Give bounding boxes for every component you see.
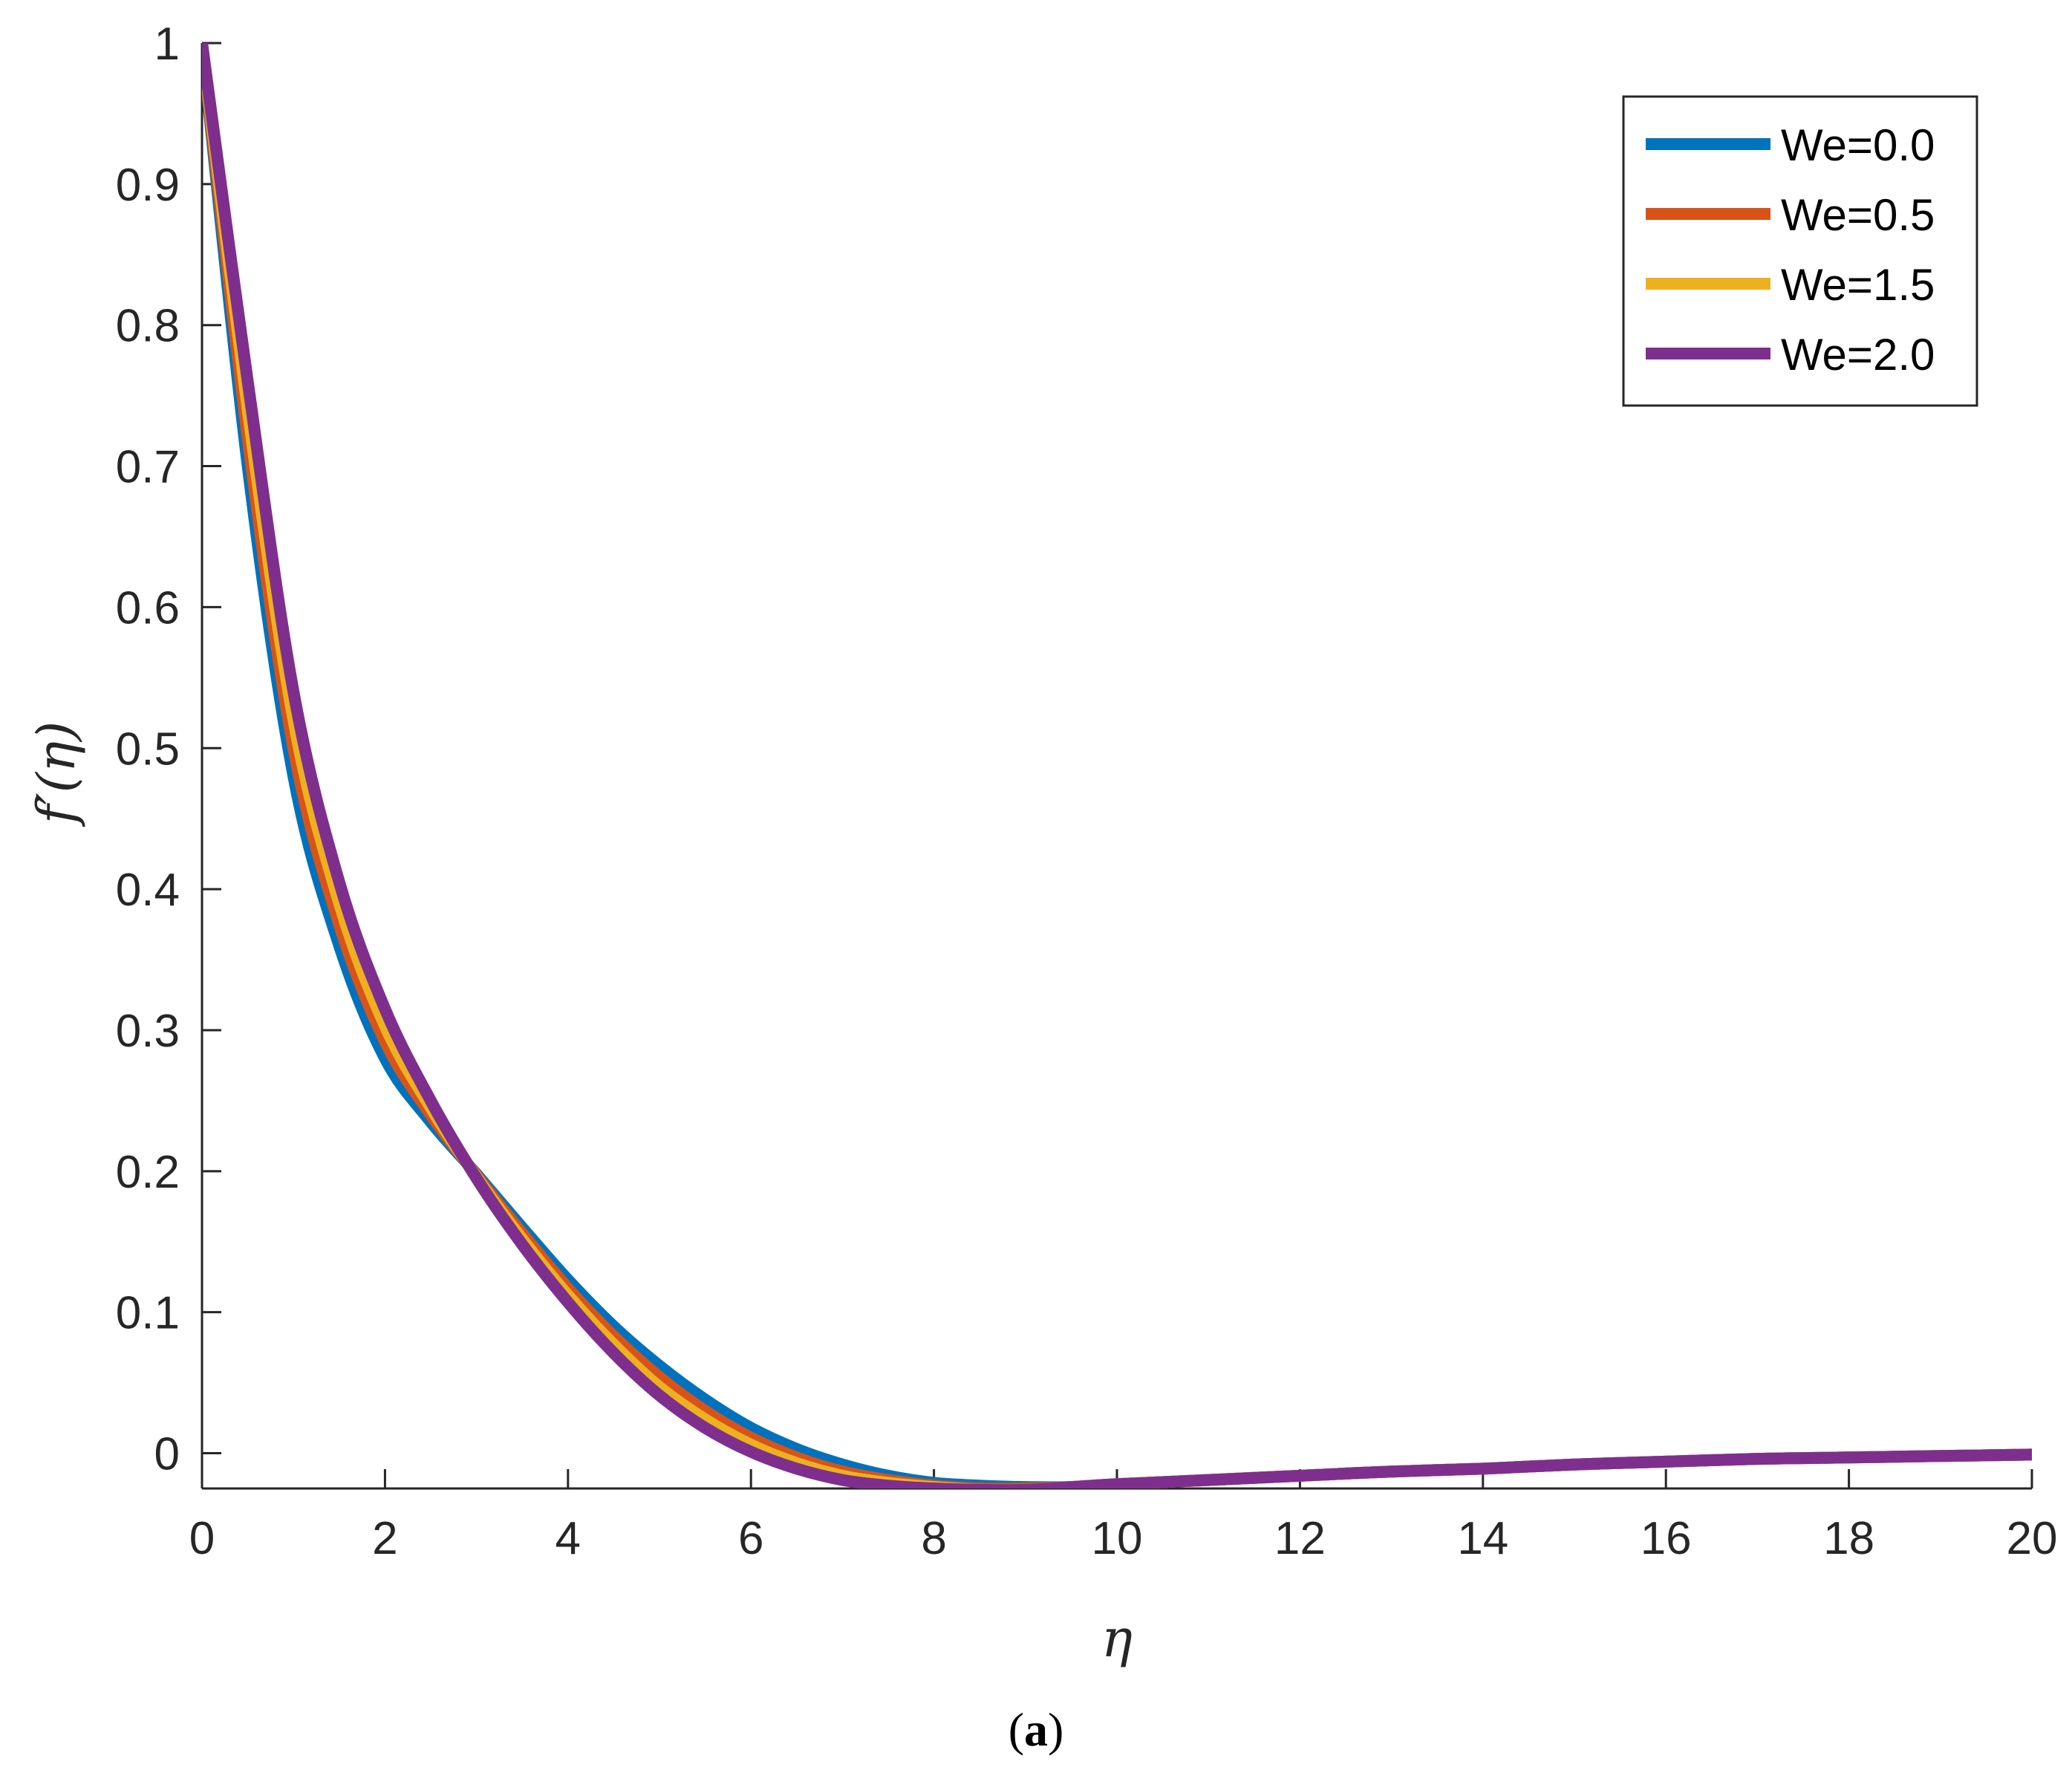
series-line-we-2-0	[202, 43, 2032, 1488]
y-tick-label: 1	[154, 19, 180, 70]
y-tick-label: 0.7	[116, 442, 180, 493]
y-axis-label: f′(η)	[26, 721, 87, 827]
y-tick-label: 0.6	[116, 582, 180, 634]
legend-label: We=0.5	[1781, 190, 1935, 240]
y-tick-label: 0.9	[116, 160, 180, 211]
legend: We=0.0 We=0.5 We=1.5 We=2.0	[1622, 95, 1978, 407]
y-tick-label: 0.4	[116, 865, 180, 916]
x-tick-label: 20	[2007, 1513, 2058, 1564]
caption-open: (	[1009, 1703, 1024, 1756]
y-tick-label: 0.5	[116, 723, 180, 775]
x-tick-label: 18	[1823, 1513, 1874, 1564]
y-tick-label: 0	[154, 1429, 180, 1480]
legend-label: We=0.0	[1781, 120, 1935, 170]
y-axis-ticks: 0 0.1 0.2 0.3 0.4 0.5 0.6 0.7 0.8 0.9 1	[116, 19, 221, 1480]
x-axis-label: η	[1101, 1608, 1133, 1669]
x-tick-label: 4	[556, 1513, 581, 1564]
x-tick-label: 10	[1092, 1513, 1143, 1564]
figure-caption: (a)	[1009, 1703, 1064, 1756]
x-tick-label: 16	[1641, 1513, 1692, 1564]
y-tick-label: 0.2	[116, 1147, 180, 1198]
x-tick-label: 2	[372, 1513, 397, 1564]
x-tick-label: 12	[1274, 1513, 1326, 1564]
x-tick-label: 14	[1457, 1513, 1508, 1564]
legend-label: We=2.0	[1781, 330, 1935, 380]
legend-label: We=1.5	[1781, 260, 1935, 310]
x-axis-ticks: 0 2 4 6 8 10 12 14 16 18 20	[189, 1469, 2058, 1564]
caption-letter: a	[1024, 1703, 1048, 1756]
x-tick-label: 0	[189, 1513, 215, 1564]
y-tick-label: 0.1	[116, 1288, 180, 1339]
y-tick-label: 0.8	[116, 301, 180, 352]
caption-close: )	[1048, 1703, 1063, 1756]
x-tick-label: 8	[921, 1513, 946, 1564]
series-lines	[202, 43, 2032, 1488]
x-tick-label: 6	[738, 1513, 763, 1564]
y-tick-label: 0.3	[116, 1006, 180, 1057]
